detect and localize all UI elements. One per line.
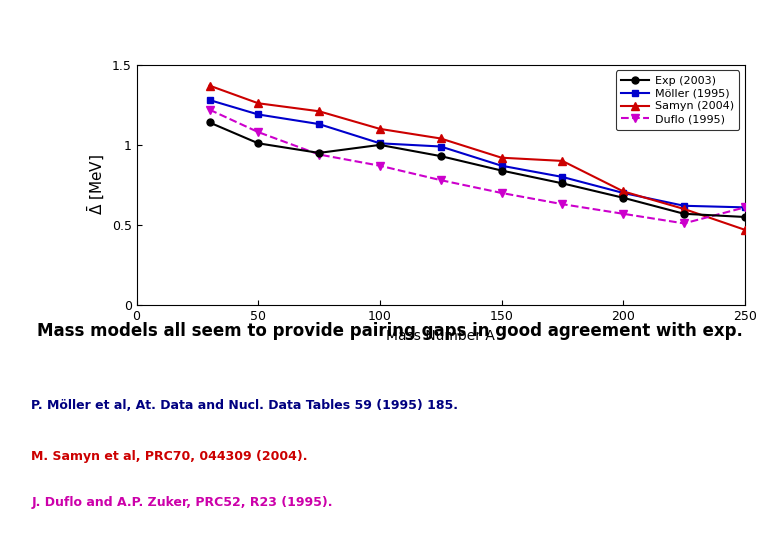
Möller (1995) [558, 174, 567, 180]
Text: Pairing gap $\Delta_3^{\mathrm{odd}}$ from different mass models: Pairing gap $\Delta_3^{\mathrm{odd}}$ fr… [96, 11, 684, 46]
Samyn (2004) [254, 100, 263, 106]
Duflo (1995) [375, 163, 385, 169]
Line: Möller (1995): Möller (1995) [206, 97, 748, 211]
Möller (1995) [375, 140, 385, 146]
Line: Samyn (2004): Samyn (2004) [205, 82, 749, 234]
Duflo (1995) [558, 201, 567, 207]
Text: J. Duflo and A.P. Zuker, PRC52, R23 (1995).: J. Duflo and A.P. Zuker, PRC52, R23 (199… [31, 496, 333, 509]
Text: Mass models all seem to provide pairing gaps in good agreement with exp.: Mass models all seem to provide pairing … [37, 322, 743, 340]
X-axis label: Mass Number A: Mass Number A [386, 328, 495, 342]
Samyn (2004) [314, 108, 324, 114]
Legend: Exp (2003), Möller (1995), Samyn (2004), Duflo (1995): Exp (2003), Möller (1995), Samyn (2004),… [615, 70, 739, 130]
Samyn (2004) [558, 158, 567, 164]
Duflo (1995) [254, 129, 263, 136]
Line: Duflo (1995): Duflo (1995) [205, 105, 749, 227]
Möller (1995) [205, 97, 215, 103]
Duflo (1995) [740, 204, 750, 211]
Samyn (2004) [740, 227, 750, 233]
Möller (1995) [314, 121, 324, 127]
Exp (2003) [619, 194, 628, 201]
Exp (2003) [314, 150, 324, 156]
Exp (2003) [497, 167, 506, 174]
Möller (1995) [679, 202, 689, 209]
Exp (2003) [375, 141, 385, 148]
Möller (1995) [436, 143, 445, 150]
Exp (2003) [254, 140, 263, 146]
Duflo (1995) [205, 106, 215, 113]
Duflo (1995) [619, 211, 628, 217]
Samyn (2004) [619, 188, 628, 194]
Exp (2003) [558, 180, 567, 187]
Text: M. Samyn et al, PRC70, 044309 (2004).: M. Samyn et al, PRC70, 044309 (2004). [31, 450, 307, 463]
Duflo (1995) [679, 220, 689, 227]
Line: Exp (2003): Exp (2003) [206, 119, 748, 220]
Duflo (1995) [497, 190, 506, 196]
Samyn (2004) [436, 135, 445, 141]
Duflo (1995) [314, 151, 324, 158]
Exp (2003) [436, 153, 445, 159]
Möller (1995) [497, 163, 506, 169]
Y-axis label: $\bar{\Delta}$ [MeV]: $\bar{\Delta}$ [MeV] [86, 154, 106, 215]
Samyn (2004) [375, 126, 385, 132]
Samyn (2004) [679, 206, 689, 212]
Text: P. Möller et al, At. Data and Nucl. Data Tables 59 (1995) 185.: P. Möller et al, At. Data and Nucl. Data… [31, 400, 458, 413]
Exp (2003) [679, 211, 689, 217]
Möller (1995) [254, 111, 263, 118]
Samyn (2004) [497, 154, 506, 161]
Samyn (2004) [205, 83, 215, 89]
Duflo (1995) [436, 177, 445, 184]
Exp (2003) [740, 214, 750, 220]
Exp (2003) [205, 119, 215, 126]
Möller (1995) [619, 190, 628, 196]
Möller (1995) [740, 204, 750, 211]
